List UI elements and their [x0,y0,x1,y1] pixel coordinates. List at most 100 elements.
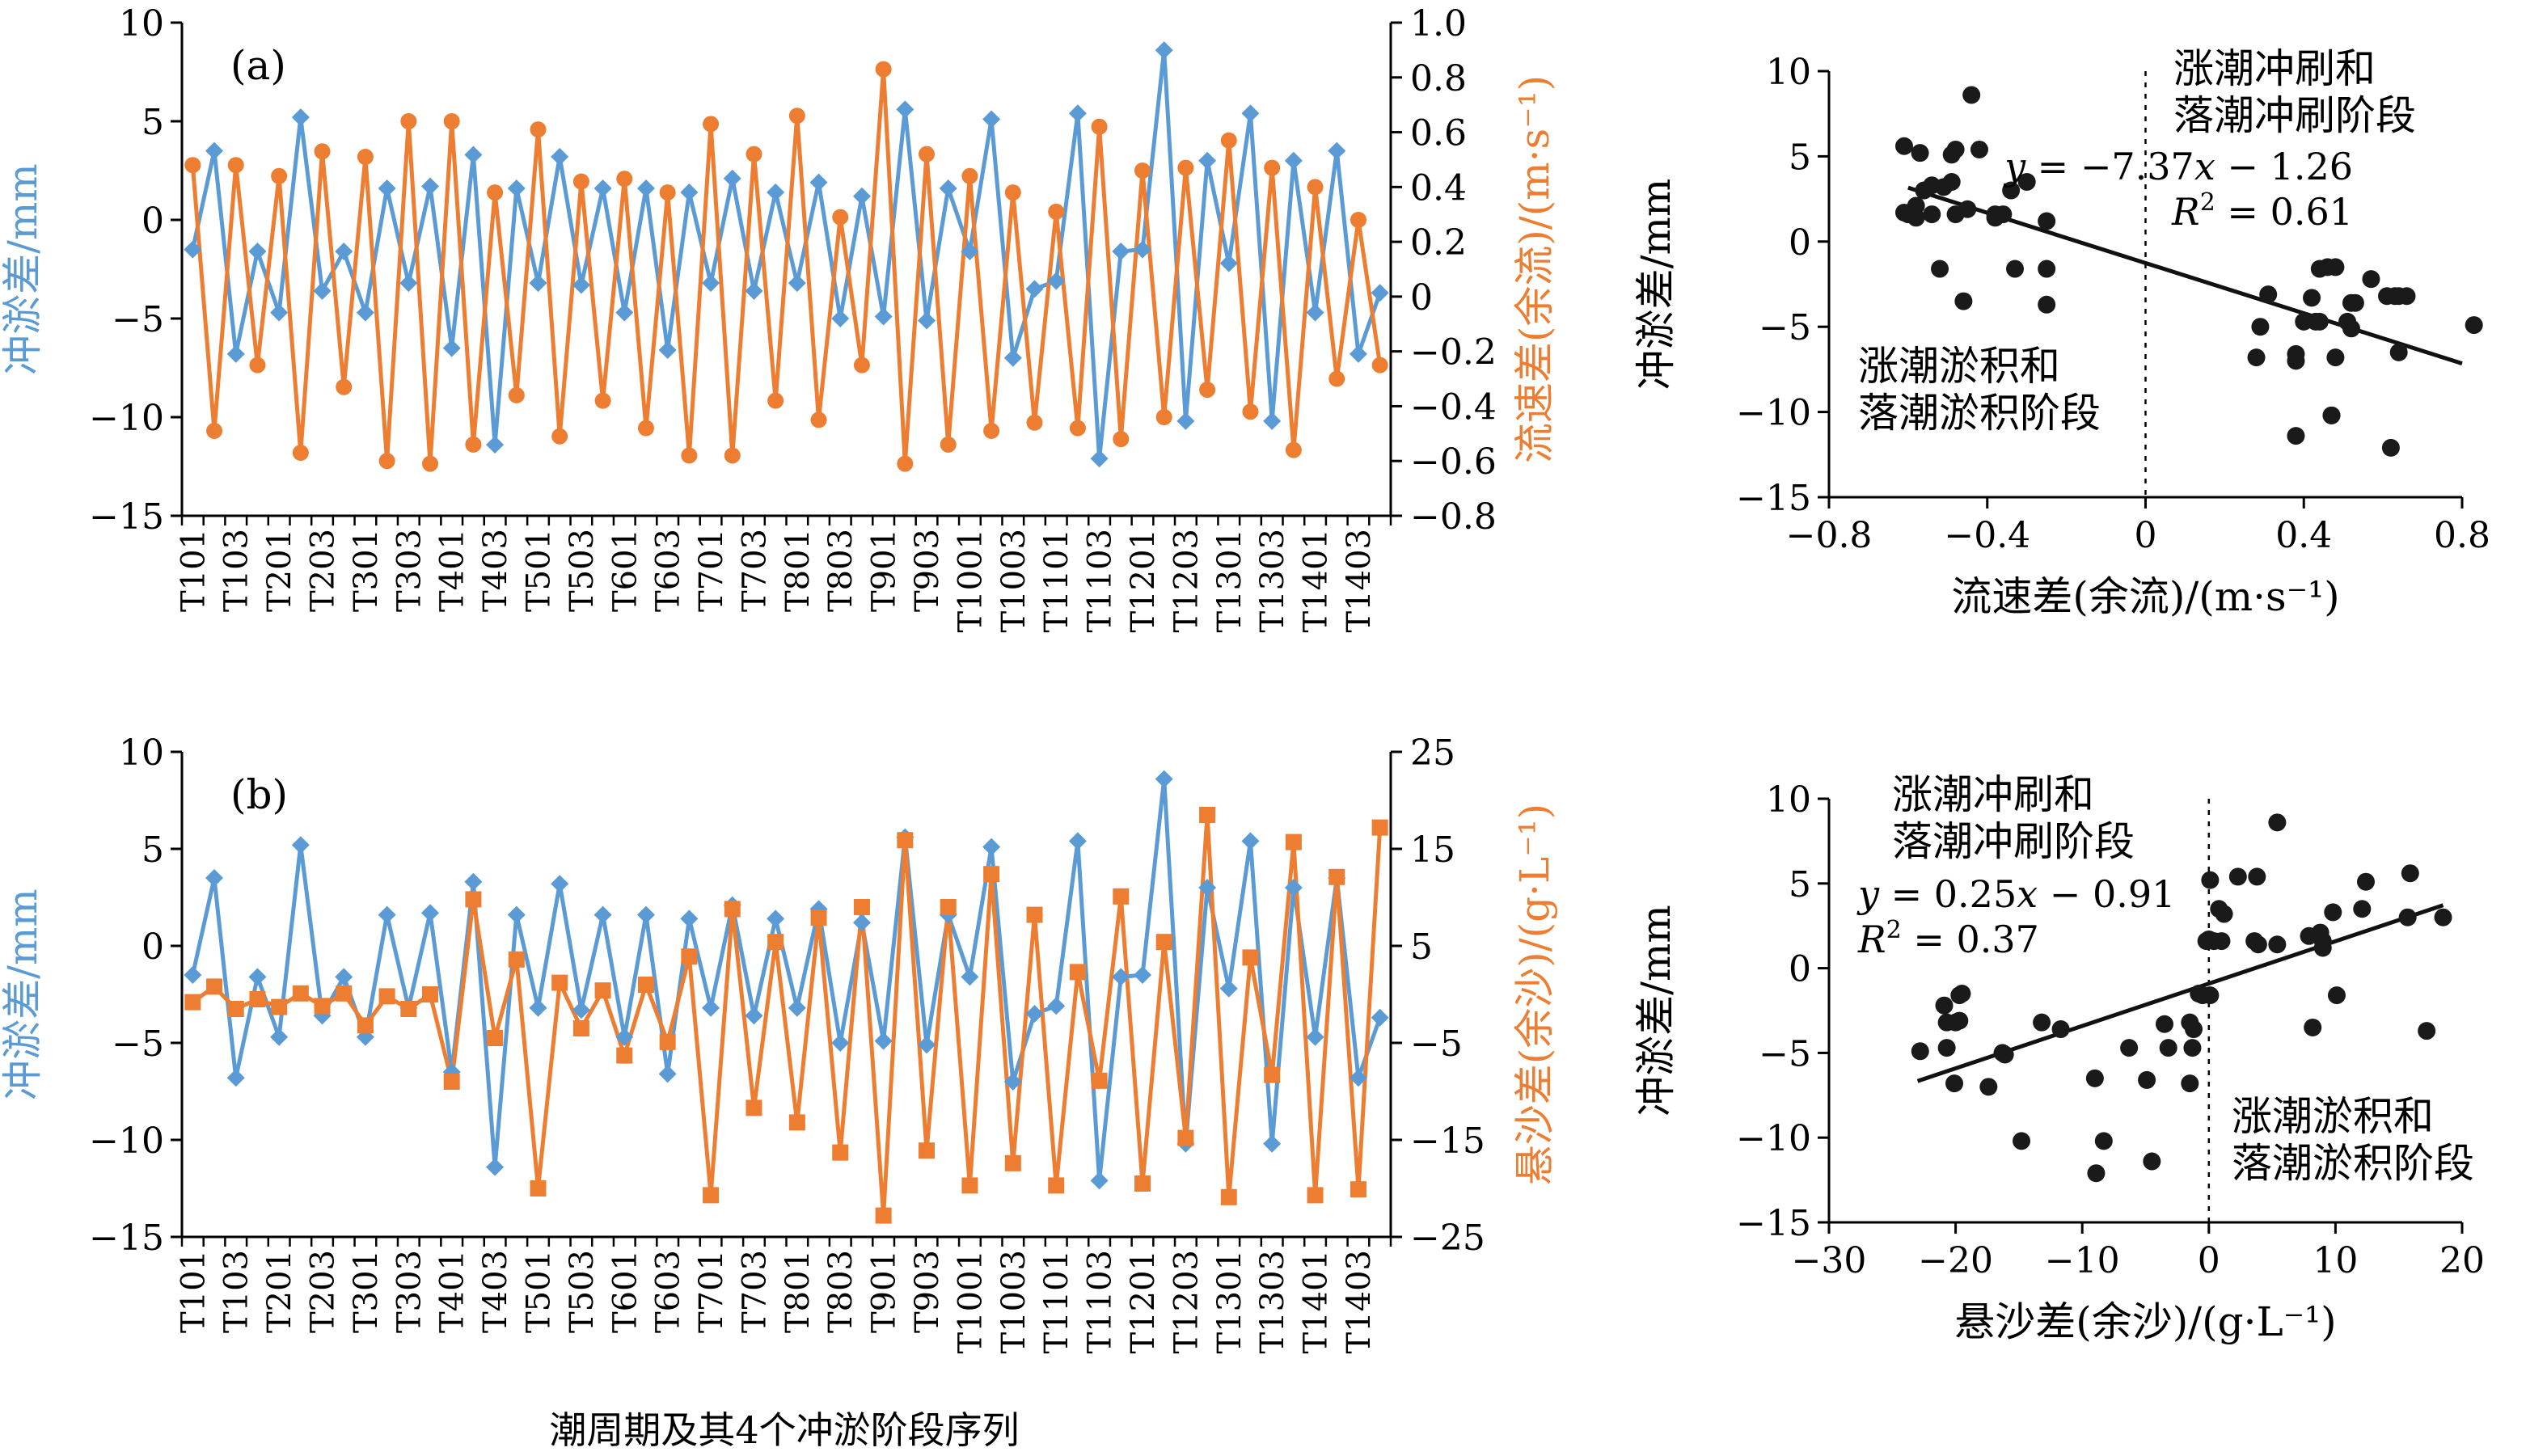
x-tick-label: T803 [822,1250,860,1333]
series-right-marker [292,985,309,1002]
panel-b-line-chart: 10 5 0 −5 −10 −15 25 15 5 −5 −15 −25 T101 T103 T201 T20… [0,732,1558,1353]
scatter-point [2324,903,2342,922]
right-tick-label: 25 [1410,732,1455,774]
series-right-marker [357,149,374,166]
series-left-marker [291,108,310,127]
series-right-marker [1004,184,1021,201]
series-right-marker [1285,441,1302,458]
x-tick-label: 10 [2313,1240,2358,1281]
series-right-marker [1242,403,1259,420]
series-left-marker [226,344,245,363]
series-left-marker [680,909,699,928]
right-tick-label: −5 [1410,1023,1463,1065]
series-left-marker [961,243,979,261]
x-tick-label: T303 [391,1250,428,1333]
series-right-marker [551,974,568,991]
series-left-marker [767,183,785,201]
series-right-marker [508,951,525,968]
scatter-point [2303,289,2321,307]
series-right-marker [810,411,827,428]
series-left-marker [852,187,871,205]
series-left-marker [788,998,806,1017]
scatter-point [2143,1152,2161,1171]
series-left-marker [658,341,677,360]
series-left-marker [507,905,526,924]
series-left-marker [486,1158,505,1176]
series-right-marker [1371,819,1388,836]
series-left-marker [421,904,440,922]
scatter-point [2033,1013,2051,1032]
scatter-point [2002,181,2021,200]
series-right-marker [487,184,504,201]
scatter-point [2017,173,2036,192]
x-tick-label: T101 [175,529,212,612]
r2-sup: 2 [1886,916,1902,944]
r-squared-label: R2 = 0.37 [1857,916,2039,961]
series-left-marker [529,274,547,293]
y-tick-label: −15 [1736,1203,1811,1244]
y-tick-label: −5 [1759,1033,1811,1074]
left-tick-label: 5 [142,102,164,143]
series-left-marker [636,905,655,924]
regression-equation: y = 0.25x − 0.91 [1856,872,2175,916]
series-right-marker [961,1177,978,1194]
series-right-marker [1264,1066,1281,1083]
r2-r: R [2171,190,2200,234]
x-tick-label: T901 [866,529,903,612]
series-left-marker [702,274,720,293]
y-tick-label: −10 [1736,1118,1811,1159]
x-tick-label: T701 [693,529,730,612]
series-left-marker [1090,1171,1109,1190]
x-tick-label: T801 [779,1250,817,1333]
panel-a-line-chart: 10 5 0 −5 −10 −15 1.0 0.8 0.6 0.4 0.2 0 −0.2 −0.4 −0.6… [0,3,1558,632]
series-left-marker [335,243,353,261]
series-right-marker [919,146,936,162]
scatter-point [1907,196,1925,215]
x-tick-label: T301 [348,1250,385,1333]
y-axis-title: 冲淤差/mm [1633,179,1679,390]
series-left-marker [1263,1134,1282,1153]
series-left-marker [593,905,612,924]
series-right-marker [1134,162,1151,179]
series-right-marker [681,948,698,965]
series-right-marker [271,998,288,1015]
x-axis-title: 流速差(余流)/(m·s⁻¹) [1951,573,2339,620]
annotation-scour-line1: 涨潮冲刷和 [2173,45,2376,92]
scatter-point [2120,1039,2139,1057]
series-left-marker [248,243,267,261]
series-left-marker [486,436,505,454]
right-tick-label: −25 [1410,1218,1485,1259]
series-left-marker [874,1032,893,1050]
right-tick-label: 0.6 [1410,113,1467,154]
series-right-marker [1350,212,1366,228]
x-tick-label: T1303 [1254,529,1291,632]
series-right-marker [1242,949,1259,966]
x-tick-label: 0 [2135,515,2157,556]
series-left-marker [378,179,396,197]
series-left-marker [1198,151,1217,170]
series-right-marker [1048,1177,1065,1194]
series-right-marker [875,1207,892,1224]
x-tick-label: T203 [305,1250,342,1333]
scatter-point [2183,1039,2202,1057]
series-right-marker [1091,1072,1108,1089]
series-right-marker [1069,420,1086,437]
series-right-marker [227,1001,244,1017]
series-right-marker [314,998,331,1015]
series-right-marker [983,866,1000,883]
series-right-line [191,814,1383,1216]
scatter-point [2287,427,2305,445]
series-right-marker [659,184,676,201]
x-tick-label: T1001 [952,1250,989,1353]
x-tick-label: T401 [434,1250,471,1333]
series-left-marker [205,141,224,160]
scatter-point [2038,260,2056,278]
series-right-marker [530,121,547,138]
scatter-point [2353,900,2372,918]
series-right-marker [1285,834,1302,850]
series-left-marker [1371,1008,1389,1027]
right-tick-label: 0.2 [1410,222,1467,264]
scatter-point [2313,932,2332,951]
series-right-marker [853,357,870,373]
